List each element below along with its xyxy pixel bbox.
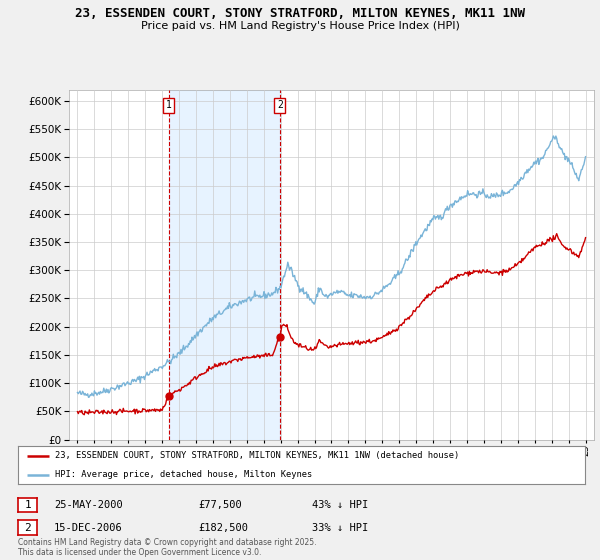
Text: Contains HM Land Registry data © Crown copyright and database right 2025.
This d: Contains HM Land Registry data © Crown c… [18,538,317,557]
Text: 1: 1 [24,500,31,510]
Text: Price paid vs. HM Land Registry's House Price Index (HPI): Price paid vs. HM Land Registry's House … [140,21,460,31]
Bar [169,90,280,440]
Text: 1: 1 [166,100,172,110]
Text: £77,500: £77,500 [198,500,242,510]
Text: 2: 2 [24,522,31,533]
Text: 23, ESSENDEN COURT, STONY STRATFORD, MILTON KEYNES, MK11 1NW (detached house): 23, ESSENDEN COURT, STONY STRATFORD, MIL… [55,451,459,460]
Text: 25-MAY-2000: 25-MAY-2000 [54,500,123,510]
Text: 33% ↓ HPI: 33% ↓ HPI [312,522,368,533]
Text: £182,500: £182,500 [198,522,248,533]
Text: 23, ESSENDEN COURT, STONY STRATFORD, MILTON KEYNES, MK11 1NW: 23, ESSENDEN COURT, STONY STRATFORD, MIL… [75,7,525,20]
Text: 43% ↓ HPI: 43% ↓ HPI [312,500,368,510]
Text: 15-DEC-2006: 15-DEC-2006 [54,522,123,533]
Text: HPI: Average price, detached house, Milton Keynes: HPI: Average price, detached house, Milt… [55,470,312,479]
Text: 2: 2 [277,100,283,110]
